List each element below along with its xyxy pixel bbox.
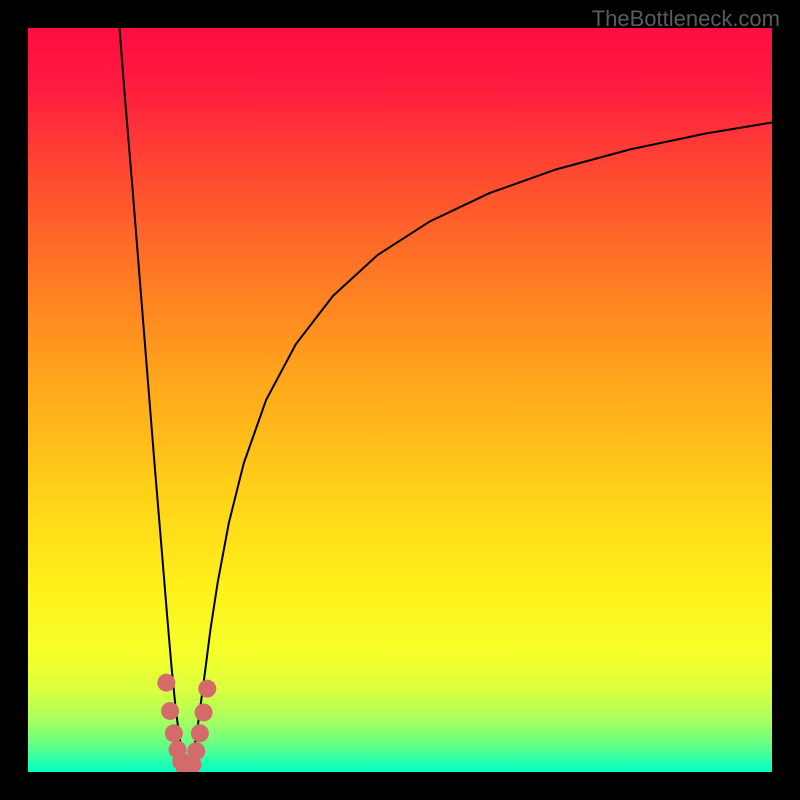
chart-marker: [157, 674, 175, 692]
chart-marker: [195, 703, 213, 721]
chart-plot-area: [28, 28, 772, 772]
chart-marker: [165, 724, 183, 742]
chart-marker: [198, 680, 216, 698]
chart-marker: [191, 724, 209, 742]
chart-marker: [161, 702, 179, 720]
chart-svg: [28, 28, 772, 772]
watermark-text: TheBottleneck.com: [592, 6, 780, 32]
chart-marker: [187, 742, 205, 760]
chart-background: [28, 28, 772, 772]
